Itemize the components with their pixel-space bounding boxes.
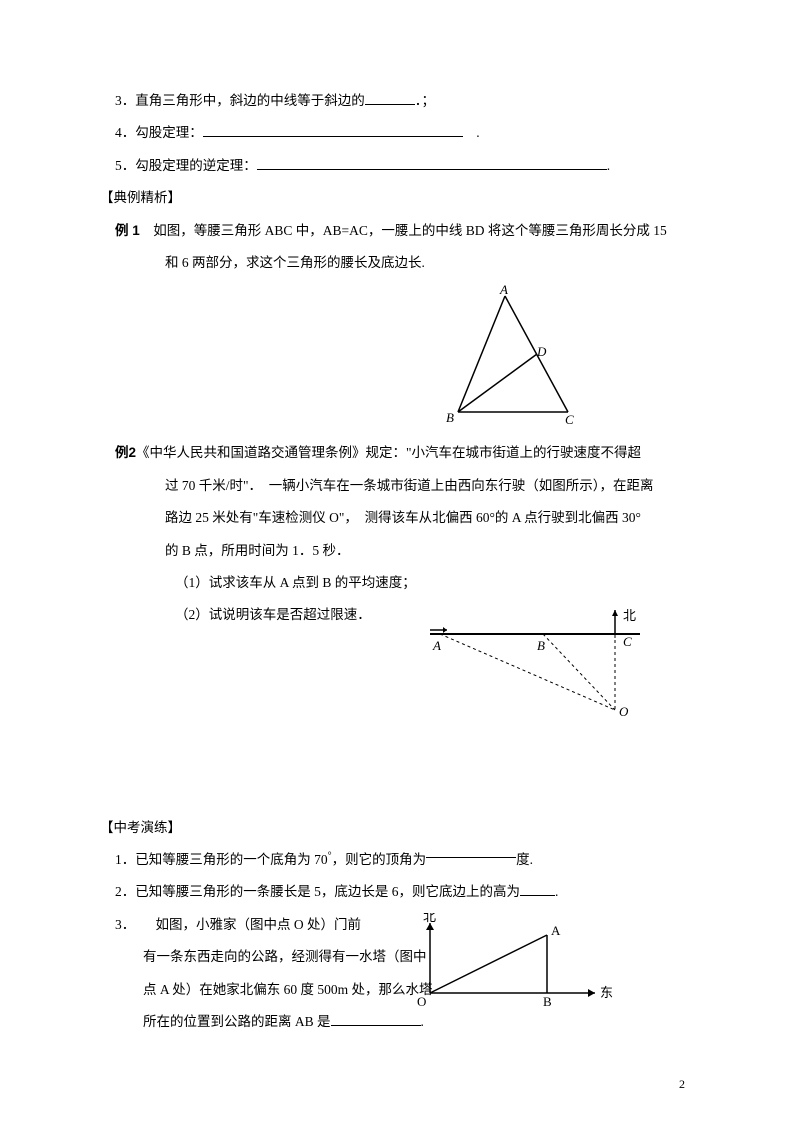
compass-svg: 北 东 O A B [395, 913, 625, 1023]
q5-text-a: 勾股定理的逆定理： [135, 158, 257, 173]
example-2-sub1: （1）试求该车从 A 点到 B 的平均速度； [115, 567, 685, 599]
fig2-label-north: 北 [623, 608, 636, 623]
figure-2-diagram: A B C O 北 [415, 602, 665, 737]
orange-dot-icon [463, 125, 477, 140]
q4-num: 4． [115, 125, 135, 140]
figure-1-triangle: A D B C [440, 284, 600, 434]
question-3: 3．直角三角形中，斜边的中线等于斜边的 ．； [115, 85, 685, 117]
ex2-sub2a: （2）试说明该车是否 [175, 607, 303, 622]
example-2-line4: 的 B 点，所用时间为 1．5 秒． [115, 535, 685, 567]
q5-num: 5． [115, 158, 135, 173]
fig1-label-D: D [536, 344, 547, 359]
q5-text-b: . [607, 158, 610, 173]
fig3-label-north: 北 [423, 913, 436, 924]
ex2-text2b: 米/时"． 一辆小汽车在一条城市街道上由西向东行驶（如图所示），在距离 [212, 478, 653, 493]
example-1-line2: 和 6 两部分，求这个三角形的腰长及底边长. [115, 247, 685, 279]
p1-text-a: 已知等腰三角形的一个底角为 70 [135, 852, 327, 867]
fig3-label-O: O [417, 994, 426, 1009]
fig2-label-A: A [432, 638, 441, 653]
example-2-line2: 过 70 千米/时"． 一辆小汽车在一条城市街道上由西向东行驶（如图所示），在距… [115, 470, 685, 502]
ex1-text1: 如图，等腰三角形 ABC 中，AB=AC，一腰上的中线 BD 将这个等腰三角形周… [140, 223, 667, 238]
p1-text-c: 度. [516, 852, 533, 867]
q3-text-b: ．； [415, 93, 435, 108]
example-2-line3: 路边 25 米处有"车速检测仪 O"， 测得该车从北偏西 60°的 A 点行驶到… [115, 502, 685, 534]
q3-text-a: 直角三角形中，斜边的中线等于斜边的 [135, 93, 365, 108]
triangle-svg: A D B C [440, 284, 600, 429]
question-5: 5．勾股定理的逆定理：. [115, 150, 685, 182]
section-practice-title: 【中考演练】 [100, 812, 685, 844]
section-examples-title: 【典例精析】 [100, 182, 685, 214]
p2-blank [520, 883, 555, 897]
fig3-label-A: A [551, 923, 561, 938]
ex2-label: 例2 [115, 445, 136, 460]
fig2-label-C: C [623, 634, 632, 649]
q4-blank [203, 124, 463, 138]
fig2-label-B: B [537, 638, 545, 653]
fig1-label-A: A [499, 284, 508, 297]
fig1-label-C: C [565, 412, 574, 427]
practice-1: 1．已知等腰三角形的一个底角为 70°，则它的顶角为 度. [115, 844, 685, 876]
p3-text1b: 门前 [334, 917, 361, 932]
p1-num: 1． [115, 852, 135, 867]
q5-blank [257, 156, 607, 170]
p1-blank [426, 844, 516, 858]
page-number: 2 [679, 1077, 685, 1092]
p2-text-b: . [555, 884, 558, 899]
fig2-label-O: O [619, 704, 629, 719]
p1-text-b: ，则它的顶角为 [332, 852, 427, 867]
q4-text-a: 勾股定理： [135, 125, 203, 140]
practice-2: 2．已知等腰三角形的一条腰长是 5，底边长是 6，则它底边上的高为. [115, 876, 685, 908]
fig3-label-B: B [543, 994, 552, 1009]
q4-text-b: . [476, 125, 479, 140]
ex2-text2a: 过 70 千 [165, 478, 212, 493]
p2-text-a: 已知等腰三角形的一条腰长是 5，底边长是 6，则它底边上的高为 [135, 884, 520, 899]
p3-text1: 如图，小雅家（图中点 O 处） [156, 917, 335, 932]
ex2-sub2b: 超过限速． [303, 607, 371, 622]
ex1-label: 例 1 [115, 223, 140, 238]
q3-blank [365, 92, 415, 106]
p2-num: 2． [115, 884, 135, 899]
example-1-line1: 例 1 如图，等腰三角形 ABC 中，AB=AC，一腰上的中线 BD 将这个等腰… [115, 215, 685, 247]
example-2-line1: 例2《中华人民共和国道路交通管理条例》规定："小汽车在城市街道上的行驶速度不得超 [115, 437, 685, 469]
q3-num: 3． [115, 93, 135, 108]
fig3-label-east: 东 [600, 985, 613, 1000]
figure-3-diagram: 北 东 O A B [395, 913, 625, 1028]
speed-svg: A B C O 北 [415, 602, 665, 732]
ex2-text1: 《中华人民共和国道路交通管理条例》规定："小汽车在城市街道上的行驶速度不得超 [136, 445, 641, 460]
question-4: 4．勾股定理： . [115, 117, 685, 149]
p3-num: 3． [115, 917, 129, 932]
fig1-label-B: B [446, 410, 454, 425]
p3-text4a: 所在的位置到公路的距离 AB 是 [143, 1014, 331, 1029]
p3-text2: 有一条东西走向的公路 [143, 949, 278, 964]
